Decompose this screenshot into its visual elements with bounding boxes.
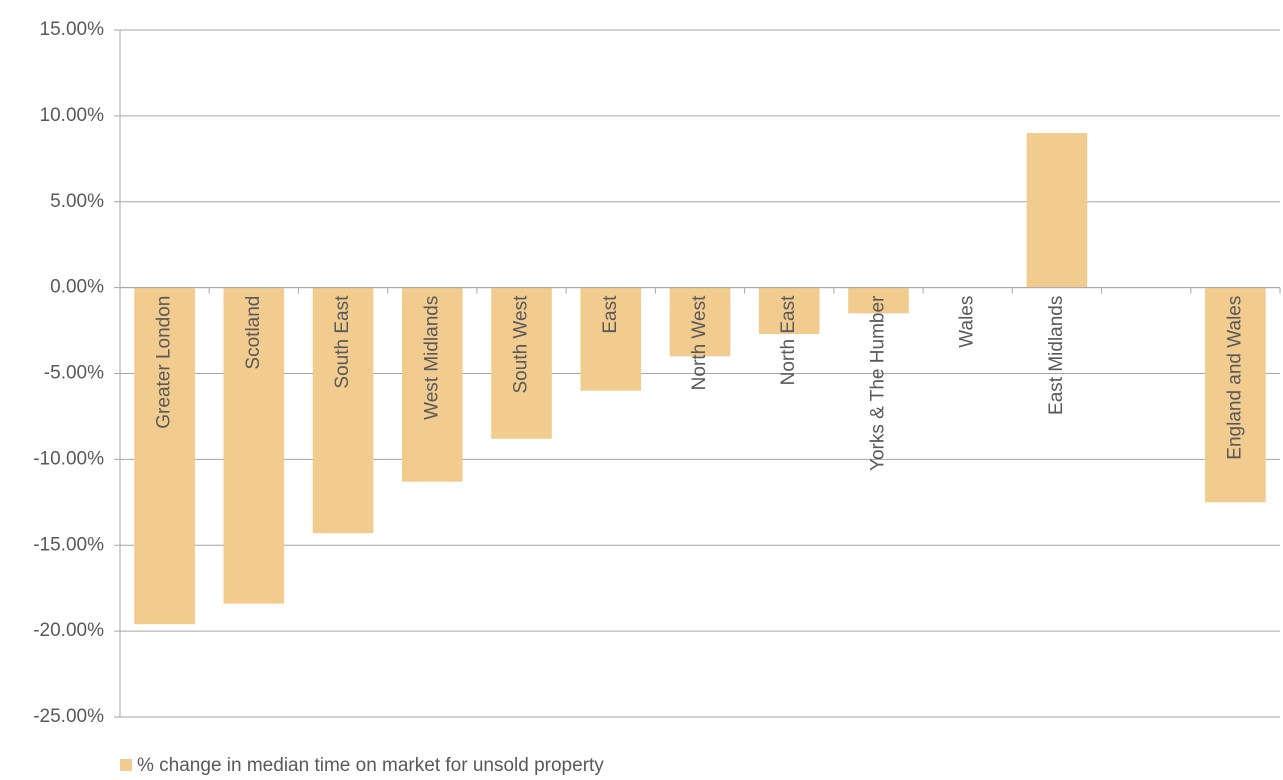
bar: [580, 287, 642, 391]
x-tick-label: North West: [689, 295, 710, 390]
y-tick-label: -25.00%: [33, 706, 104, 727]
legend-label: % change in median time on market for un…: [137, 755, 604, 776]
bar: [669, 287, 731, 357]
bar: [758, 287, 820, 334]
bar: [223, 287, 285, 604]
bar: [1205, 287, 1266, 503]
bar: [312, 287, 374, 534]
y-tick-label: 15.00%: [40, 19, 105, 40]
bar: [491, 287, 552, 439]
bar: [134, 287, 195, 625]
bar: [1026, 133, 1088, 288]
x-tick-label: England and Wales: [1224, 296, 1245, 460]
bar: [401, 287, 463, 482]
x-tick-label: Yorks & The Humber: [867, 295, 888, 471]
y-tick-label: 10.00%: [40, 105, 105, 126]
y-tick-label: 0.00%: [50, 277, 104, 298]
x-tick-label: West Midlands: [421, 296, 442, 420]
x-tick-label: East Midlands: [1046, 296, 1067, 415]
x-tick-label: South East: [332, 295, 353, 389]
y-tick-label: 5.00%: [50, 191, 104, 212]
x-tick-label: Scotland: [243, 296, 264, 370]
x-tick-label: East: [600, 295, 621, 334]
bar: [848, 287, 909, 314]
x-tick-label: Greater London: [154, 296, 175, 429]
x-tick-label: South West: [511, 295, 532, 394]
x-tick-label: North East: [778, 295, 799, 385]
x-tick-label: Wales: [957, 296, 978, 348]
y-tick-label: -5.00%: [44, 363, 104, 384]
y-tick-label: -10.00%: [33, 448, 104, 469]
legend-swatch: [120, 759, 132, 771]
y-tick-label: -15.00%: [33, 534, 104, 555]
y-tick-label: -20.00%: [33, 620, 104, 641]
